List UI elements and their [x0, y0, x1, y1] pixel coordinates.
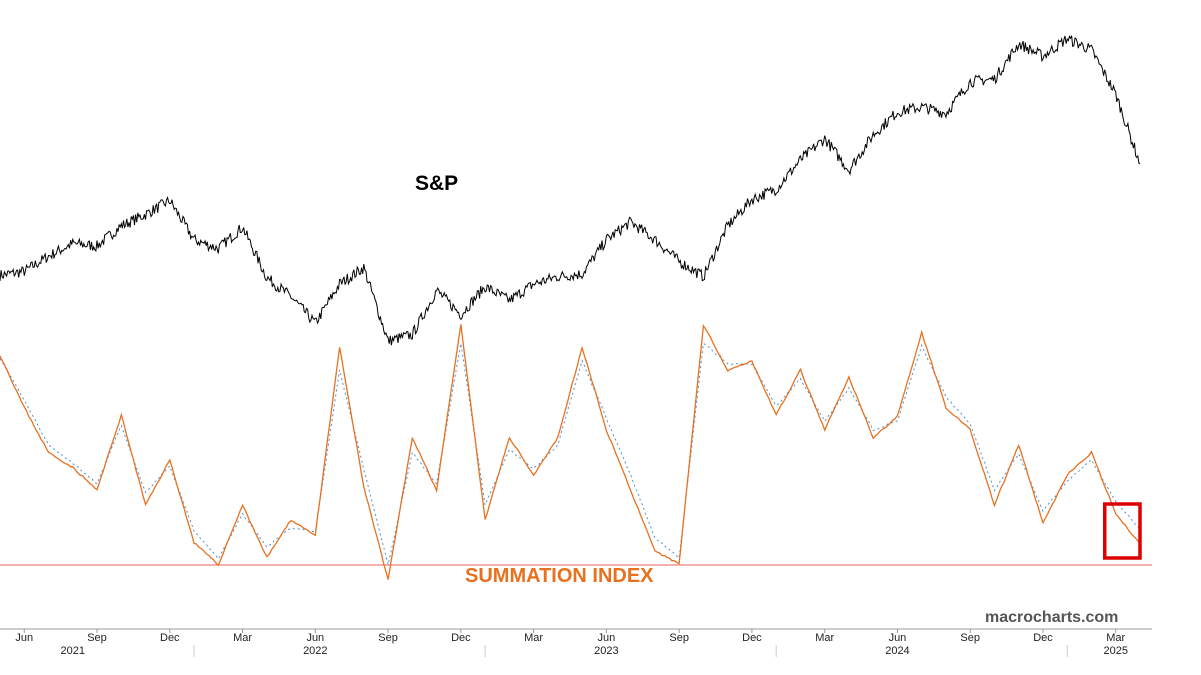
year-label: 2023: [594, 645, 618, 657]
x-tick-label: Dec: [160, 632, 180, 644]
summation-signal-line: [0, 342, 1141, 565]
sp-label: S&P: [415, 172, 458, 195]
year-label: 2022: [303, 645, 327, 657]
summation-index-label: SUMMATION INDEX: [465, 565, 654, 587]
sp-line: [0, 35, 1141, 346]
year-label: 2021: [61, 645, 85, 657]
summation-signal-group: [0, 342, 1141, 565]
x-tick-label: Mar: [1106, 632, 1125, 644]
x-tick-label: Sep: [87, 632, 107, 644]
x-axis: Jun Sep Dec Mar Jun Sep Dec Mar Jun Sep Dec Mar Jun S…: [0, 628, 1152, 657]
x-tick-label: Sep: [960, 632, 980, 644]
highlight-box-group: [1102, 502, 1142, 560]
summation-index-line: [0, 323, 1141, 580]
year-label: 2025: [1104, 645, 1128, 657]
x-tick-label: Dec: [742, 632, 762, 644]
x-tick-label: Jun: [15, 632, 33, 644]
highlight-box: [1102, 502, 1142, 560]
x-tick-label: Mar: [815, 632, 834, 644]
watermark: macrocharts.com: [985, 609, 1118, 626]
x-tick-label: Dec: [451, 632, 471, 644]
x-tick-label: Sep: [378, 632, 398, 644]
x-tick-label: Dec: [1033, 632, 1053, 644]
x-tick-label: Jun: [306, 632, 324, 644]
year-label: 2024: [885, 645, 909, 657]
x-tick-label: Jun: [598, 632, 616, 644]
x-tick-label: Mar: [233, 632, 252, 644]
sp-series-group: [0, 35, 1141, 346]
summation-series-group: [0, 323, 1141, 580]
x-tick-label: Jun: [889, 632, 907, 644]
x-tick-label: Sep: [669, 632, 689, 644]
x-tick-label: Mar: [524, 632, 543, 644]
